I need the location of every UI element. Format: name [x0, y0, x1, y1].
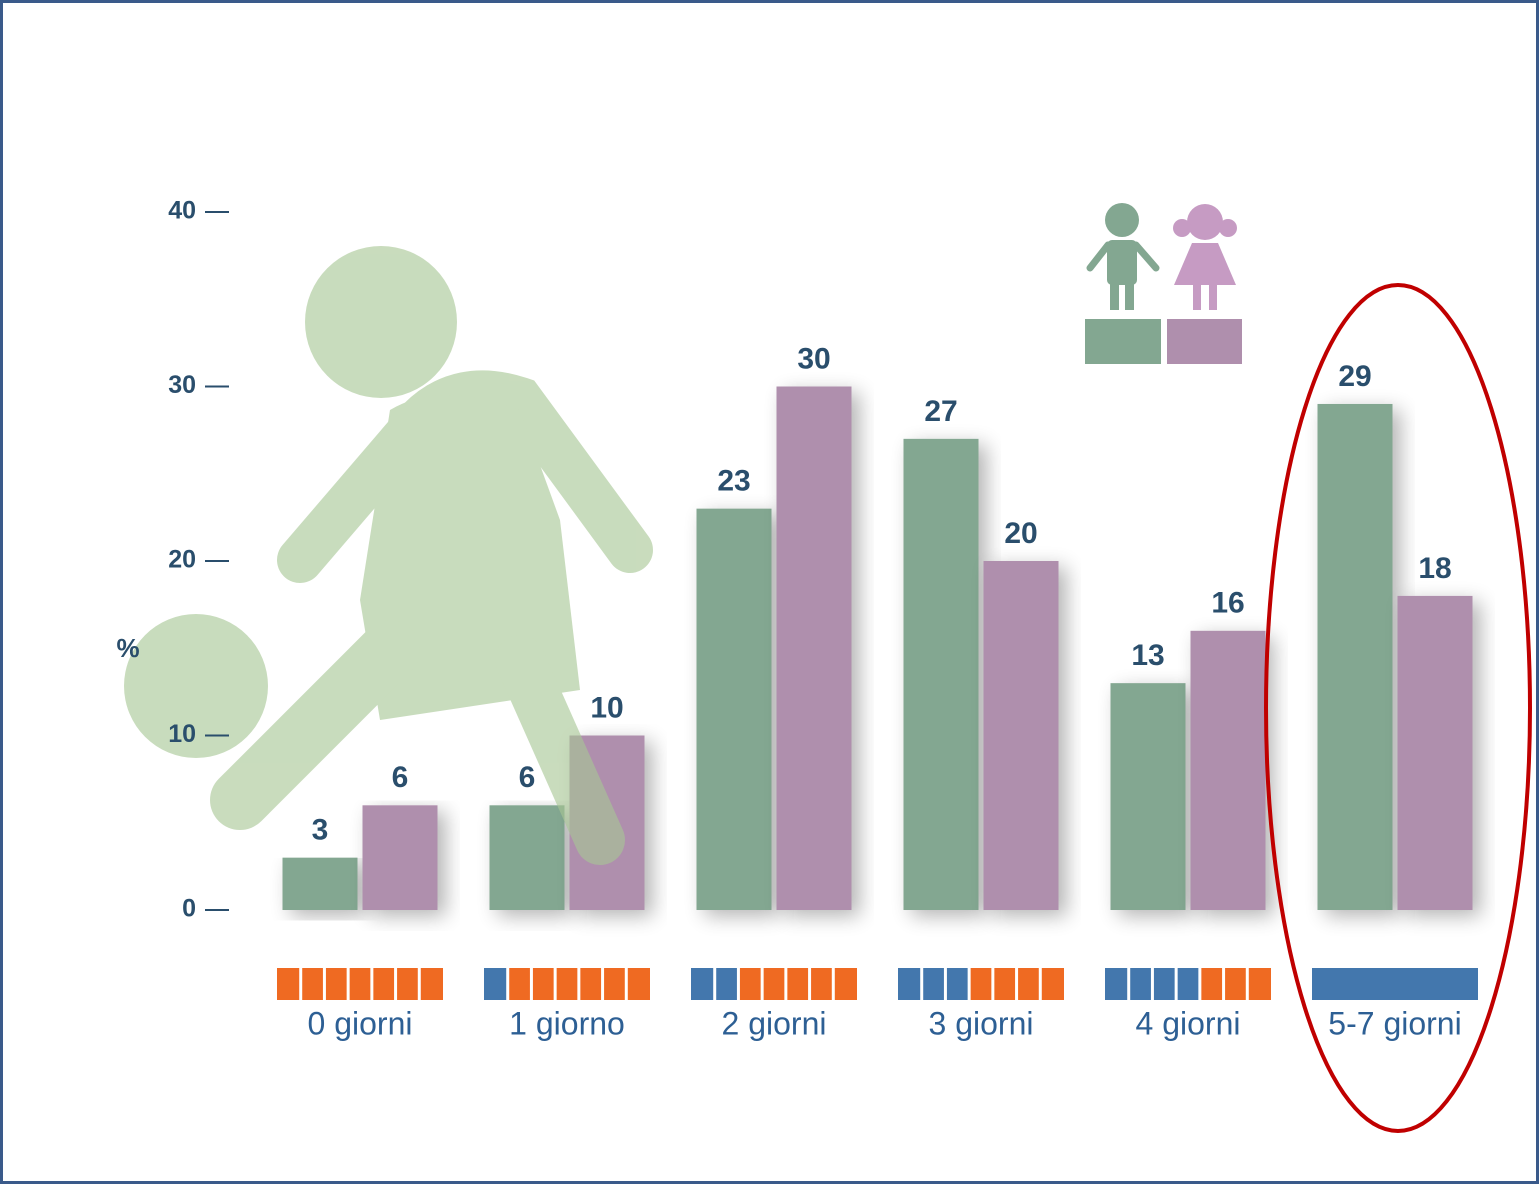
- x-tick-label: 1 giorno: [509, 1005, 625, 1041]
- x-tick-label: 0 giorni: [308, 1005, 413, 1041]
- y-tick-label: 30: [168, 371, 196, 399]
- y-tick-label: 0: [182, 895, 196, 923]
- day-strip-active: [484, 968, 508, 1000]
- value-label: 10: [590, 691, 623, 724]
- legend-swatch: [1167, 319, 1242, 364]
- x-tick-label: 2 giorni: [722, 1005, 827, 1041]
- value-label: 18: [1418, 552, 1451, 585]
- y-tick-label: 20: [168, 546, 196, 574]
- bar: [983, 561, 1059, 910]
- value-label: 30: [797, 342, 830, 375]
- y-axis-label: %: [116, 633, 139, 663]
- legend-swatch: [1085, 319, 1161, 364]
- day-strip-active: [898, 968, 970, 1000]
- day-strip: [484, 968, 650, 1000]
- bar: [282, 857, 358, 910]
- bar: [1397, 595, 1473, 910]
- value-label: 6: [519, 761, 536, 794]
- value-label: 3: [312, 814, 329, 847]
- value-label: 23: [717, 465, 750, 498]
- bar: [903, 438, 979, 910]
- x-tick-label: 4 giorni: [1136, 1005, 1241, 1041]
- value-label: 29: [1338, 360, 1371, 393]
- legend-icons: [1085, 203, 1242, 364]
- value-label: 6: [392, 761, 409, 794]
- bar: [696, 508, 772, 910]
- bar: [1110, 683, 1186, 910]
- bar: [489, 805, 565, 910]
- day-strip: [277, 968, 443, 1000]
- value-label: 27: [924, 395, 957, 428]
- bar: [776, 386, 852, 910]
- value-label: 20: [1004, 517, 1037, 550]
- y-tick-label: 40: [168, 197, 196, 225]
- y-tick-label: 10: [168, 720, 196, 748]
- bar: [362, 805, 438, 910]
- value-label: 16: [1211, 587, 1244, 620]
- value-label: 13: [1131, 639, 1164, 672]
- bar: [1317, 403, 1393, 910]
- boy-icon: [1086, 203, 1160, 310]
- highlight-ellipse: [1264, 283, 1532, 1133]
- bar: [1190, 630, 1266, 910]
- x-tick-label: 3 giorni: [929, 1005, 1034, 1041]
- day-strip-active: [1312, 968, 1478, 1000]
- girl-icon: [1173, 204, 1237, 310]
- player-silhouette: [124, 246, 653, 865]
- plot: [282, 386, 1473, 910]
- x-tick-label: 5-7 giorni: [1328, 1005, 1461, 1041]
